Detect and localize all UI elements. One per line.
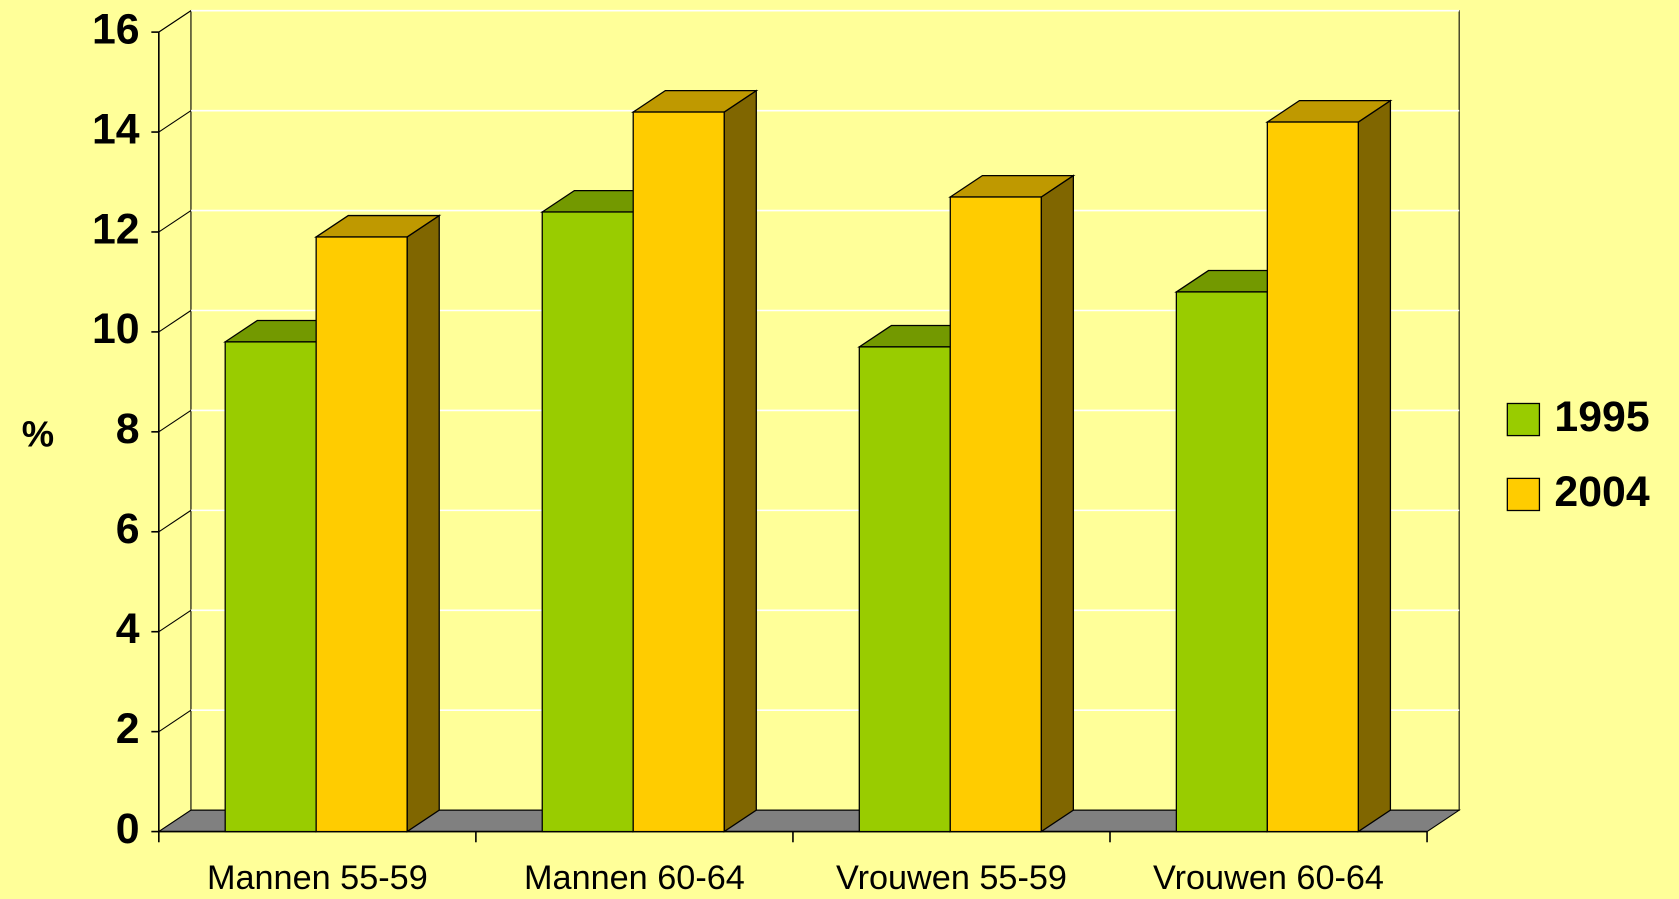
bar <box>631 89 759 833</box>
bar <box>1265 99 1393 833</box>
bar-face <box>541 211 634 833</box>
y-tick-label: 12 <box>92 205 140 253</box>
bar-face <box>1175 291 1268 833</box>
legend-swatch <box>1506 402 1541 437</box>
y-tick-label: 8 <box>116 405 140 453</box>
y-tick-label: 2 <box>116 705 140 753</box>
x-tick-label: Mannen 60-64 <box>524 859 745 897</box>
bar-face <box>858 346 951 833</box>
bar-face <box>406 214 440 833</box>
bar <box>314 214 442 833</box>
y-tick-label: 16 <box>92 5 140 53</box>
y-tick-label: 10 <box>92 305 140 353</box>
legend-swatch <box>1506 477 1541 512</box>
y-tick-label: 14 <box>92 105 140 153</box>
grid-line-side <box>158 210 192 233</box>
legend-label: 2004 <box>1554 468 1649 516</box>
grid-line-side <box>158 509 192 533</box>
grid-line-side <box>158 409 192 433</box>
y-tick-label: 0 <box>116 805 140 853</box>
x-tick-label: Vrouwen 60-64 <box>1153 859 1384 897</box>
y-tick-label: 6 <box>116 505 140 553</box>
y-axis-label: % <box>22 413 54 454</box>
legend-label: 1995 <box>1554 393 1649 441</box>
x-tick-label: Mannen 55-59 <box>207 859 428 897</box>
grid-line-side <box>158 110 192 133</box>
grid-line-side <box>158 709 192 733</box>
grid-line-side <box>158 10 192 33</box>
bar-face <box>224 341 317 833</box>
bar-face <box>1266 121 1359 833</box>
bar-face <box>723 89 757 833</box>
bar-face <box>1040 174 1074 833</box>
y-tick-label: 4 <box>116 605 140 653</box>
x-tick-label: Vrouwen 55-59 <box>836 859 1067 897</box>
bar-face <box>315 236 408 833</box>
bar-face <box>1357 99 1392 833</box>
grid-line-side <box>158 310 192 333</box>
bar-face <box>632 111 725 833</box>
bar <box>948 174 1076 833</box>
grid-line-side <box>158 609 192 633</box>
bar-face <box>949 196 1042 833</box>
